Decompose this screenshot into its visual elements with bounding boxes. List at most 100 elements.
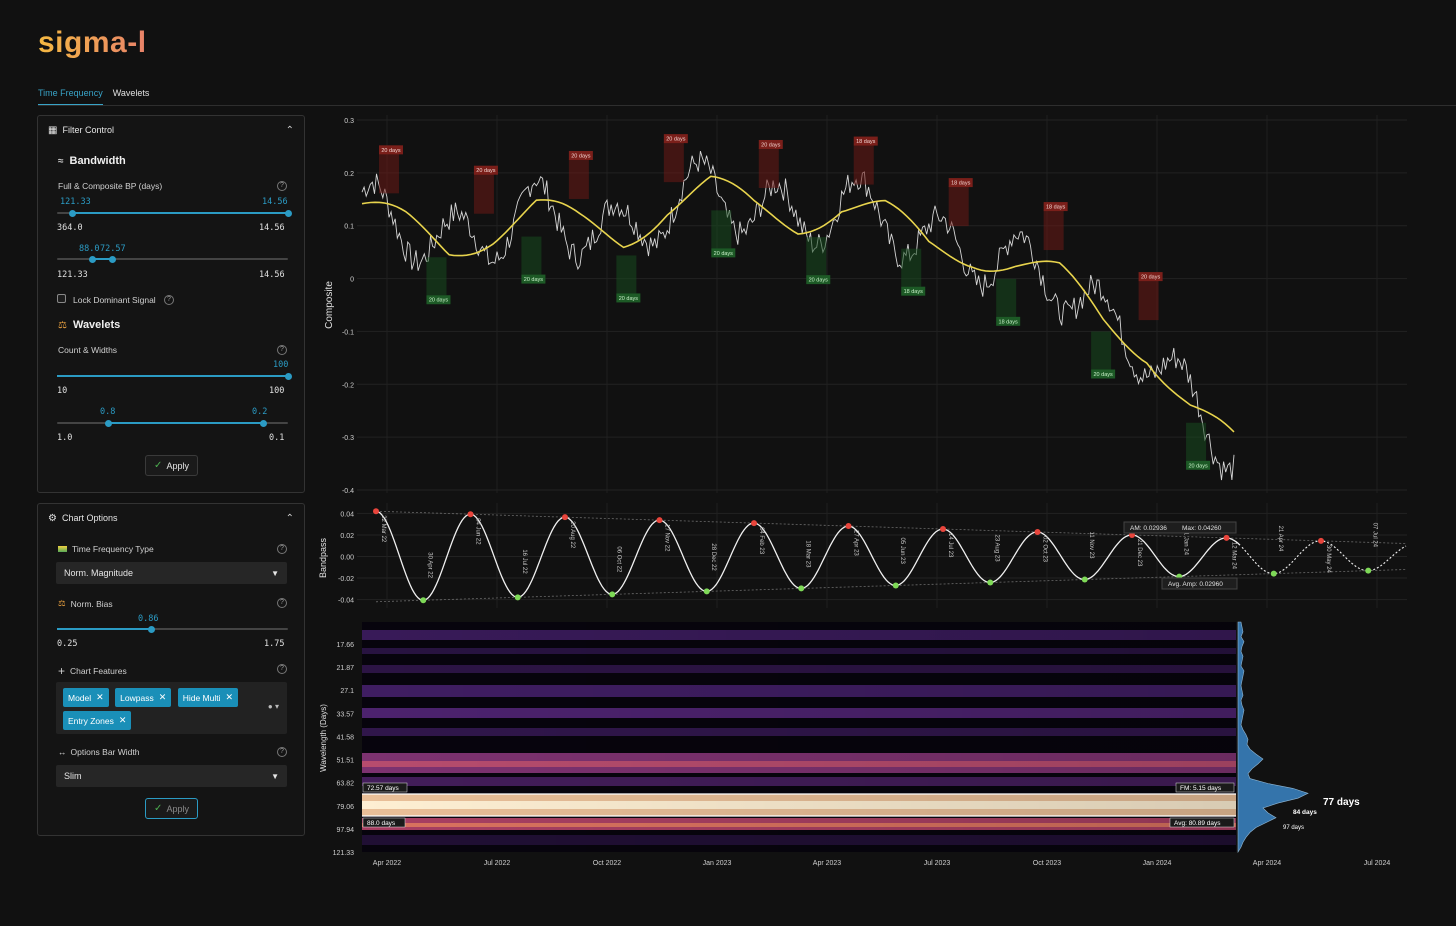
entry-zone-label: 20 days [524,277,544,283]
y-tick-label: -0.04 [338,598,354,605]
help-icon[interactable]: ? [277,345,287,355]
bw1-high-handle[interactable] [284,209,292,217]
trough-marker [1365,567,1372,574]
chart-features-select[interactable]: Model ✕ Lowpass ✕ Hide Multi ✕ Entry Zones ✕… [56,682,287,734]
tf-type-select[interactable]: Norm. Magnitude ▼ [56,562,287,584]
x-tick-label: Apr 2023 [813,860,842,867]
waves-icon: ≈ [58,155,64,167]
entry-zone [426,257,447,296]
wv2-max: 0.1 [269,433,285,443]
check-icon: ✓ [154,460,163,471]
lowpass-line [361,175,1235,433]
chart-area[interactable]: 0.3 0.2 0.1 0 -0.1 -0.2 -0.3 -0.4 Composite 20 da… [312,110,1412,880]
entry-zone [521,236,542,275]
close-icon[interactable]: ✕ [96,692,104,702]
chart-svg[interactable]: 0.3 0.2 0.1 0 -0.1 -0.2 -0.3 -0.4 Composite 20 da… [312,110,1412,880]
chart-apply-button[interactable]: ✓ Apply [145,798,198,819]
entry-zone [711,210,732,249]
chip-lowpass[interactable]: Lowpass ✕ [115,688,172,707]
entry-zone-label: 18 days [999,319,1019,325]
peak-marker [467,511,474,518]
close-icon[interactable]: ✕ [118,715,127,725]
avg-amp-annotation-box [1161,577,1238,590]
wv2-low-value: 0.8 [100,407,116,417]
entry-zone-label: 20 days [476,168,496,174]
bw2-slider[interactable] [57,255,288,263]
entry-zone [758,147,779,188]
tab-wavelets[interactable]: Wavelets [112,88,150,98]
wv2-high-handle[interactable] [259,419,267,427]
chart-apply-label: Apply [166,803,189,814]
y-tick-label: 121.33 [333,850,355,857]
close-icon[interactable]: ✕ [158,692,167,702]
trough-date-label: 21 Apr 24 [1277,526,1283,552]
chip-model[interactable]: Model ✕ [63,688,109,707]
filter-control-panel: ▦ Filter Control ⌃ ≈ Bandwidth Full & Co… [37,115,305,493]
chevron-up-icon[interactable]: ⌃ [285,124,294,136]
y-tick-label: 33.57 [336,711,354,718]
help-icon[interactable]: ? [277,181,287,191]
arrows-horizontal-icon: ↔ [58,747,67,757]
filter-apply-button[interactable]: ✓ Apply [145,455,198,476]
trough-date-label: 07 Jul 24 [1371,523,1377,548]
wv2-slider[interactable] [57,419,288,427]
bw2-high-handle[interactable] [108,255,116,263]
help-icon[interactable]: ? [277,544,287,554]
gear-icon: ⚙ [48,512,57,524]
peak-date-label: 27 Apr 23 [853,530,859,556]
tab-time-frequency[interactable]: Time Frequency [38,86,103,105]
trough-marker [1081,576,1088,583]
entry-zone-label: 18 days [904,289,924,295]
norm-bias-value: 0.86 [138,614,159,624]
y-tick-label: 0.04 [340,511,354,518]
entry-zone-label-bg [473,165,498,175]
chart-options-header[interactable]: ⚙ Chart Options ⌃ [38,504,304,532]
wavelets-label: Count & Widths [58,345,118,355]
filter-control-title: Filter Control [62,125,114,135]
bw1-low-handle[interactable] [68,209,76,217]
trough-marker [892,582,899,589]
bw1-slider[interactable] [57,209,292,217]
x-tick-label: Jul 2023 [924,860,951,867]
filter-control-header[interactable]: ▦ Filter Control ⌃ [38,116,304,144]
peak-date-label: 12 Mar 24 [1231,542,1237,570]
chevron-up-icon[interactable]: ⌃ [285,512,294,524]
chip-hide-multi[interactable]: Hide Multi ✕ [177,688,239,707]
y-tick-label: -0.3 [342,435,354,442]
wv1-slider[interactable] [57,372,292,380]
bandpass-projection [1241,540,1407,575]
help-icon[interactable]: ? [277,664,287,674]
peak-date-label: 22 Mar 22 [380,515,386,543]
palette-icon [58,546,67,552]
wv2-low-handle[interactable] [104,419,112,427]
close-icon[interactable]: ✕ [225,692,234,702]
chip-entry-zones[interactable]: Entry Zones ✕ [63,711,132,730]
bar-width-value: Slim [64,771,82,781]
trough-date-label: 06 Oct 22 [615,546,621,573]
chip-label: Entry Zones [68,715,114,726]
bw1-min: 364.0 [57,223,83,233]
x-tick-label: Jan 2024 [1143,860,1172,867]
entry-zone [1186,422,1207,461]
bw2-low-handle[interactable] [88,255,96,263]
bar-width-select[interactable]: Slim ▼ [56,765,287,787]
clear-dropdown-icon[interactable]: ● ▾ [267,702,279,711]
trough-date-label: 05 Jun 23 [899,537,905,564]
y-tick-label: 0.02 [340,533,354,540]
caret-down-icon: ▼ [271,771,279,781]
norm-bias-handle[interactable] [147,625,155,633]
peak-date-label: 17 Nov 22 [664,524,670,552]
help-icon[interactable]: ? [164,295,174,305]
wv1-handle[interactable] [284,372,292,380]
entry-zone-label: 20 days [571,153,591,159]
peak-date-label: 14 Jul 23 [947,533,953,558]
wv1-max: 100 [269,386,285,396]
help-icon[interactable]: ? [277,598,287,608]
peak-marker [845,523,852,530]
norm-bias-slider[interactable] [57,625,288,633]
lock-dominant-checkbox[interactable] [57,294,66,303]
norm-bias-min: 0.25 [57,639,78,649]
help-icon[interactable]: ? [277,747,287,757]
plus-icon: + [58,664,66,678]
check-icon: ✓ [154,803,163,814]
